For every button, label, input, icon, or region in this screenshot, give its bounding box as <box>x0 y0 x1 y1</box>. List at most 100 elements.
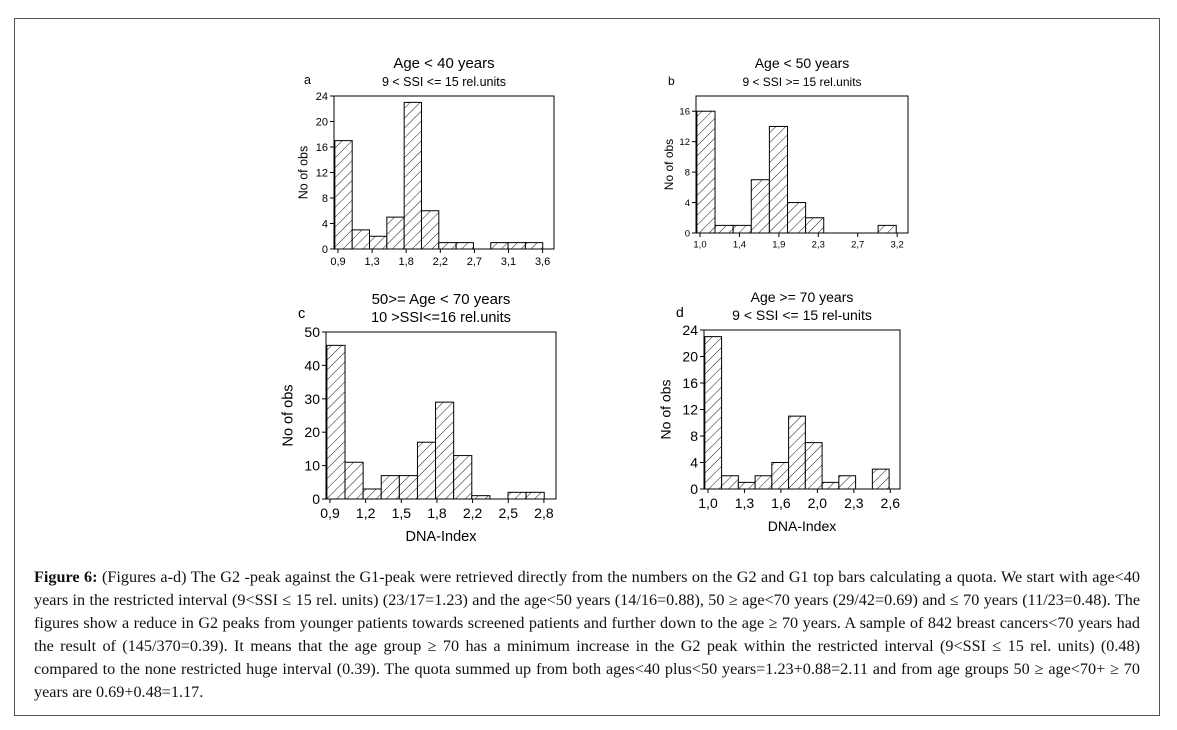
panel-letter: c <box>298 306 305 322</box>
histogram-bar <box>326 344 346 500</box>
y-tick-label: 10 <box>304 458 320 474</box>
y-tick-label: 20 <box>316 116 328 128</box>
y-tick-label: 0 <box>312 491 320 507</box>
chart-subtitle: 10 >SSI<=16 rel.units <box>371 310 511 326</box>
histogram-bar <box>821 481 840 490</box>
histogram-bar <box>380 475 400 500</box>
caption-text: (Figures a-d) The G2 -peak against the G… <box>34 568 1140 701</box>
y-tick-label: 12 <box>682 402 698 418</box>
histogram-bar <box>737 481 756 490</box>
histogram-bar <box>704 336 723 490</box>
histogram-bar <box>471 495 491 500</box>
x-tick-label: 1,2 <box>356 505 376 521</box>
x-tick-label: 1,8 <box>399 256 414 268</box>
histogram-bar <box>771 462 790 490</box>
x-tick-label: 2,2 <box>463 505 483 521</box>
x-tick-label: 2,3 <box>812 240 825 251</box>
histogram-bar <box>403 101 422 250</box>
y-tick-label: 8 <box>322 193 328 205</box>
y-tick-label: 24 <box>682 322 698 338</box>
y-tick-label: 0 <box>685 228 690 239</box>
chart-title: Age >= 70 years <box>751 289 854 305</box>
x-tick-label: 3,1 <box>501 256 516 268</box>
x-tick-label: 1,4 <box>733 240 746 251</box>
histogram-panel-c: 50>= Age < 70 years 10 >SSI<=16 rel.units… <box>280 291 557 545</box>
y-axis-label: No of obs <box>280 384 296 446</box>
x-tick-label: 1,0 <box>698 495 718 511</box>
y-tick-label: 16 <box>679 107 690 118</box>
histogram-bar <box>838 475 857 490</box>
chart-subtitle: 9 < SSI <= 15 rel.units <box>382 75 506 89</box>
x-tick-label: 2,7 <box>851 240 864 251</box>
histogram-bar <box>804 442 823 490</box>
x-tick-label: 0,9 <box>320 505 340 521</box>
chart-subtitle: 9 < SSI >= 15 rel.units <box>742 75 861 89</box>
x-tick-label: 2,5 <box>499 505 519 521</box>
histogram-bar <box>435 401 455 500</box>
histogram-bar <box>386 216 405 250</box>
histogram-bar <box>696 110 716 234</box>
x-tick-label: 1,5 <box>392 505 412 521</box>
histogram-bar <box>721 475 739 490</box>
histogram-bar <box>420 210 440 250</box>
histogram-bar <box>416 441 437 500</box>
x-tick-label: 3,2 <box>891 240 904 251</box>
x-axis-label: DNA-Index <box>768 518 836 534</box>
x-axis-label: DNA-Index <box>406 529 478 545</box>
chart-title: Age < 40 years <box>393 55 494 72</box>
x-tick-label: 2,7 <box>467 256 482 268</box>
histogram-bar <box>732 224 752 234</box>
histogram-bar <box>362 488 382 500</box>
caption-label: Figure 6: <box>34 568 98 586</box>
y-tick-label: 20 <box>304 424 320 440</box>
chart-title: 50>= Age < 70 years <box>372 291 511 308</box>
histogram-bar <box>524 242 544 250</box>
histogram-bar <box>768 125 789 234</box>
y-tick-label: 50 <box>304 324 320 340</box>
y-tick-label: 20 <box>682 349 698 365</box>
x-tick-label: 2,6 <box>881 495 901 511</box>
histogram-bar <box>788 415 806 490</box>
histogram-bar <box>490 242 509 250</box>
panel-letter: b <box>668 74 675 88</box>
histogram-bar <box>369 235 388 250</box>
x-tick-label: 3,6 <box>535 256 550 268</box>
histogram-panel-a: Age < 40 years 9 < SSI <= 15 rel.units a 0 4… <box>297 55 555 268</box>
x-tick-label: 1,0 <box>693 240 706 251</box>
y-tick-label: 12 <box>316 167 328 179</box>
histogram-panel-b: Age < 50 years 9 < SSI >= 15 rel.units b 0 4… <box>662 55 909 251</box>
y-tick-label: 12 <box>679 137 690 148</box>
histogram-bar <box>453 455 473 500</box>
y-tick-label: 8 <box>685 168 690 179</box>
figure-caption: Figure 6: (Figures a-d) The G2 -peak aga… <box>34 566 1140 704</box>
y-axis-label: No of obs <box>662 139 676 190</box>
plot-frame <box>333 95 555 250</box>
y-tick-label: 8 <box>690 428 698 444</box>
y-axis-label: No of obs <box>297 146 311 200</box>
histogram-bar <box>877 224 897 234</box>
chart-subtitle: 9 < SSI <= 15 rel-units <box>732 307 872 323</box>
x-tick-label: 2,3 <box>844 495 864 511</box>
histogram-bar <box>871 468 890 490</box>
histogram-bar <box>507 242 526 250</box>
histogram-bar <box>455 242 474 250</box>
x-tick-label: 2,8 <box>534 505 554 521</box>
histogram-bar <box>351 229 371 250</box>
histogram-panel-d: Age >= 70 years 9 < SSI <= 15 rel-units d 0… <box>657 289 901 534</box>
y-tick-label: 0 <box>690 481 698 497</box>
x-tick-label: 1,3 <box>735 495 755 511</box>
x-tick-label: 1,3 <box>364 256 379 268</box>
histogram-bar <box>754 475 773 490</box>
y-tick-label: 30 <box>304 391 320 407</box>
histogram-bar <box>438 242 457 250</box>
y-tick-label: 16 <box>316 142 328 154</box>
y-tick-label: 0 <box>322 244 328 256</box>
x-tick-label: 1,8 <box>427 505 447 521</box>
panel-letter: a <box>304 73 311 87</box>
histogram-bar <box>787 202 807 234</box>
histogram-bar <box>805 217 825 234</box>
histogram-bar <box>714 224 734 234</box>
histogram-bar <box>525 491 545 500</box>
y-tick-label: 16 <box>682 375 698 391</box>
histogram-bar <box>507 491 527 500</box>
